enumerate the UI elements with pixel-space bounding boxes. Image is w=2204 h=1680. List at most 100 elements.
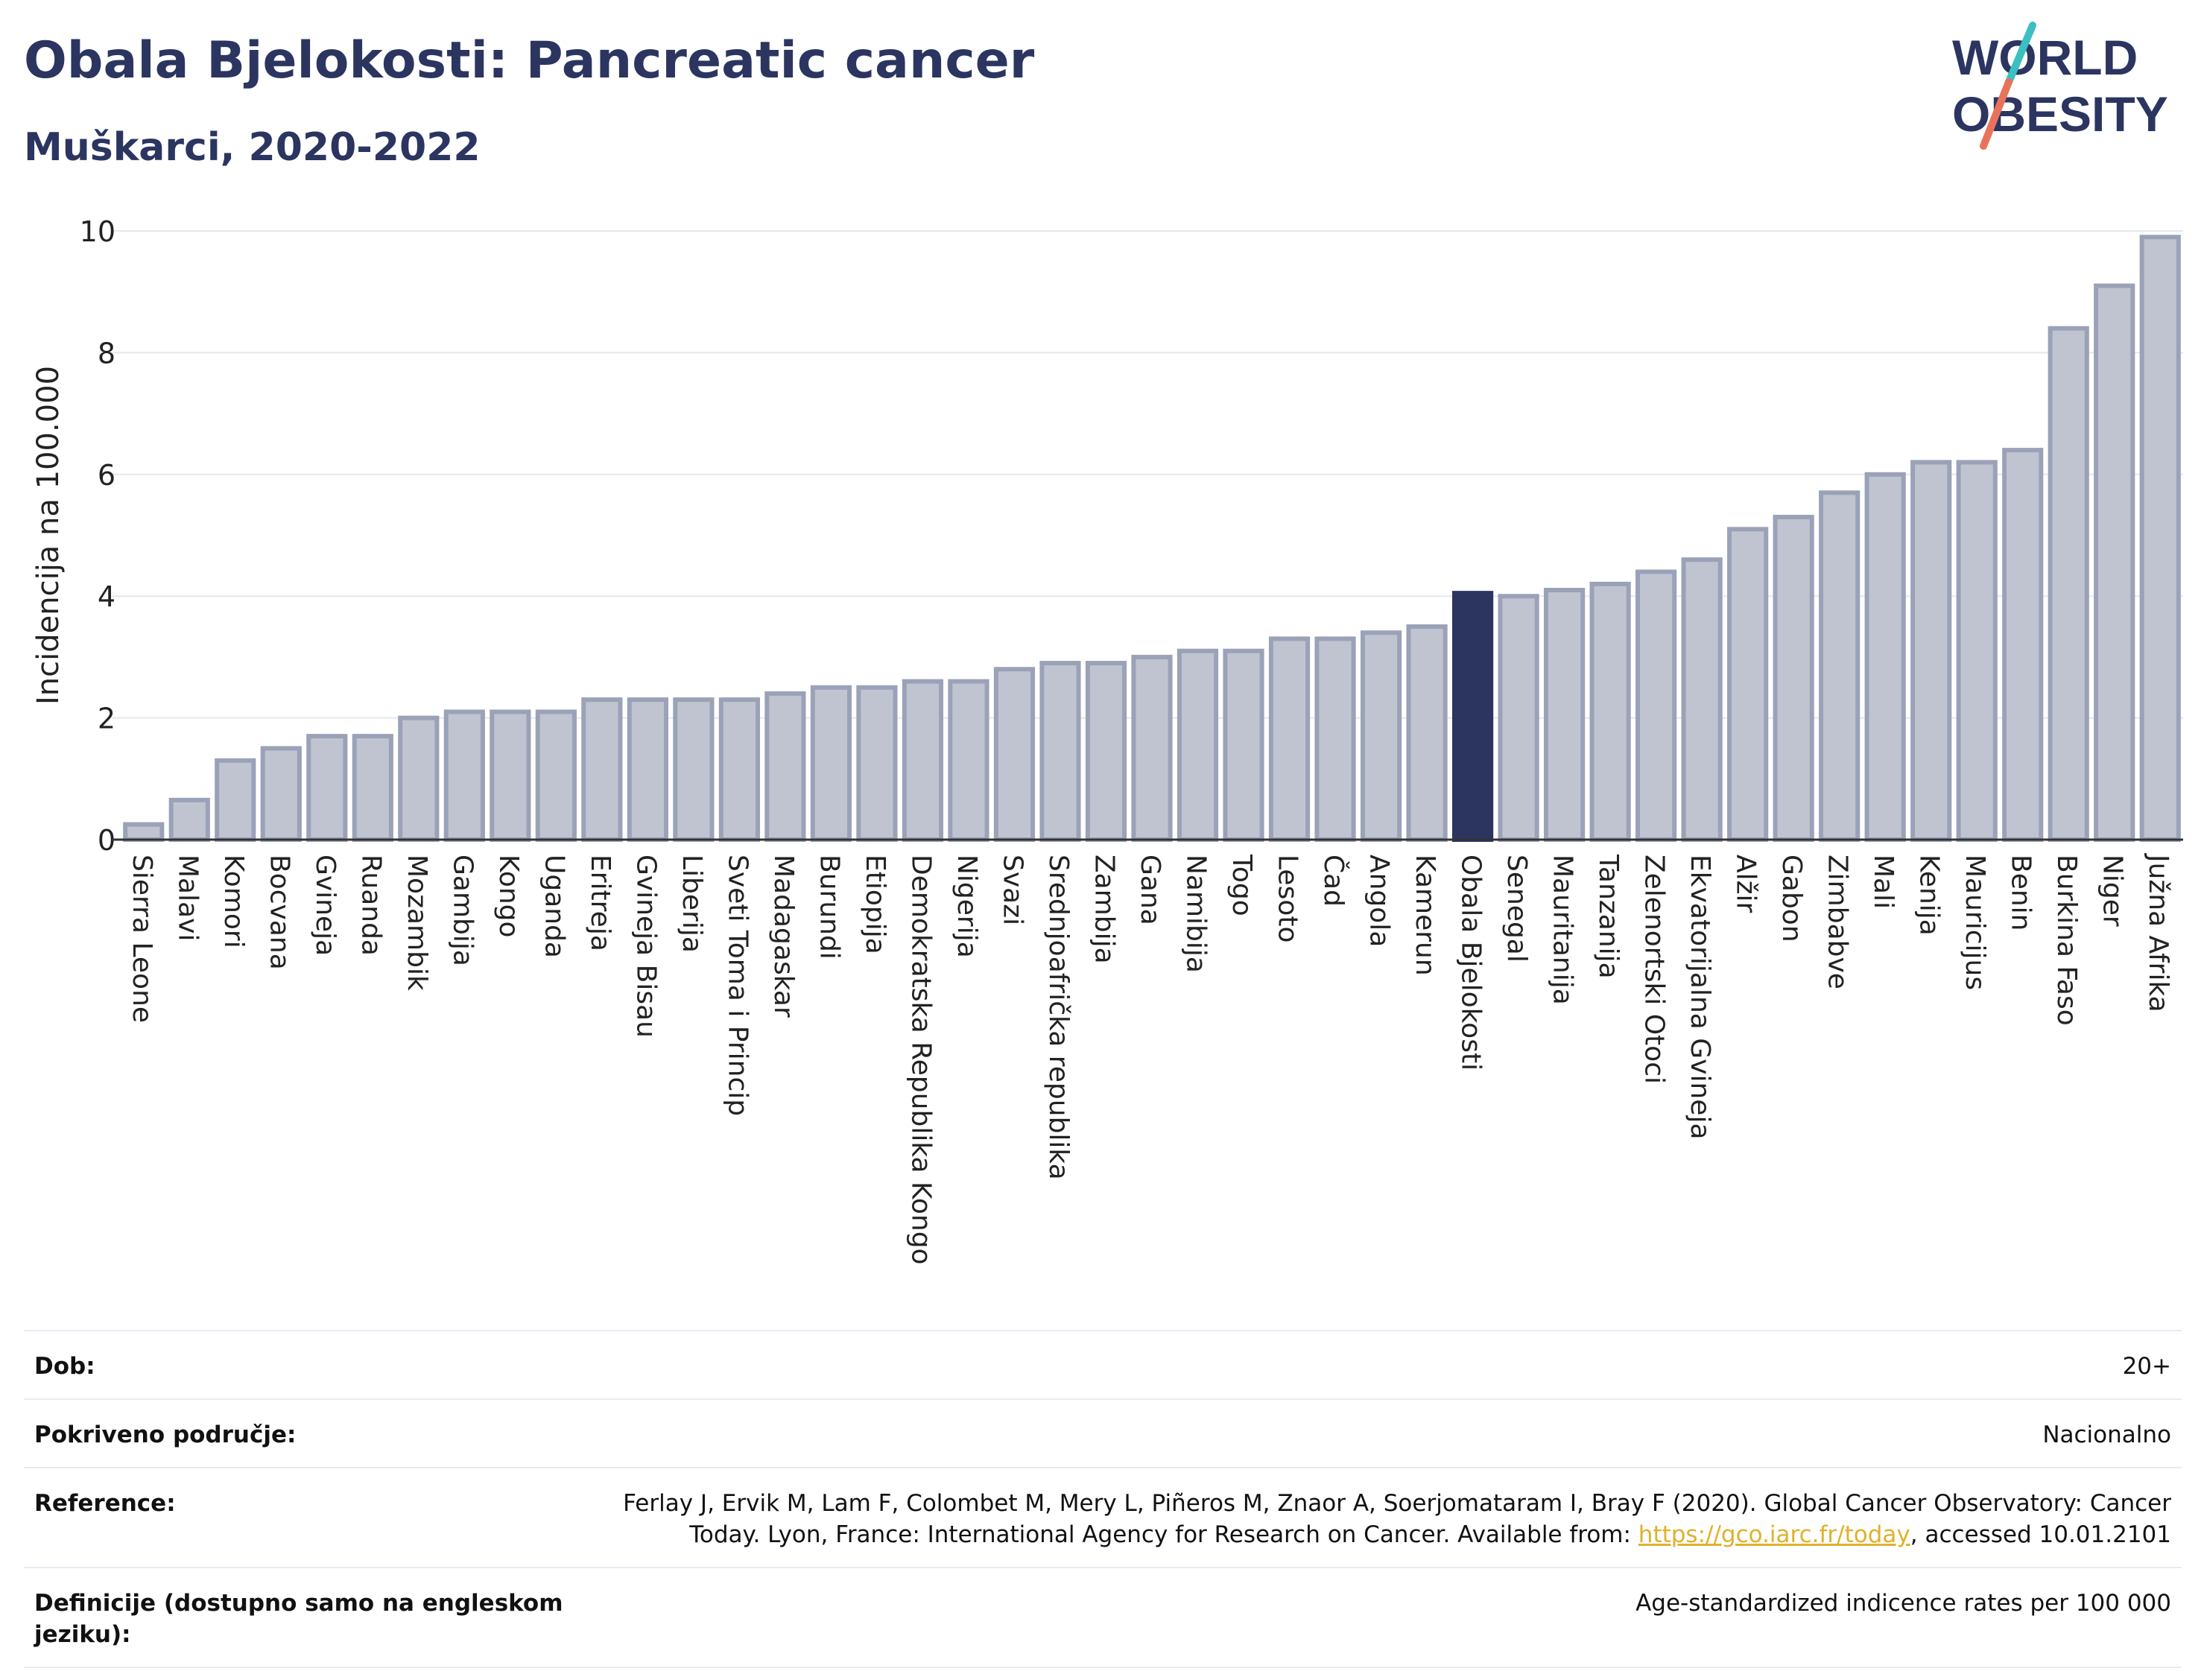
x-tick-label: Zelenortski Otoci: [1639, 855, 1670, 1084]
x-tick-label: Burundi: [814, 855, 844, 960]
x-tick-label: Kongo: [493, 855, 524, 938]
bar: [1681, 557, 1723, 842]
x-tick-label: Mauritanija: [1548, 855, 1578, 1005]
info-value-age: 20+: [2122, 1353, 2171, 1380]
x-tick-label: Sierra Leone: [127, 855, 157, 1023]
reference-text-line2: Today. Lyon, France: International Agenc…: [689, 1521, 1638, 1548]
y-tick-label: 10: [80, 215, 115, 248]
x-tick-label: Alžir: [1731, 855, 1761, 913]
x-tick-label: Gvineja Bisau: [630, 855, 661, 1038]
bar: [352, 734, 393, 842]
x-tick-label: Gana: [1135, 855, 1165, 925]
info-row-reference: Reference: Ferlay J, Ervik M, Lam F, Col…: [24, 1467, 2182, 1567]
x-tick-label: Tanzanija: [1593, 854, 1624, 979]
x-tick-label: Uganda: [539, 855, 569, 958]
bar-highlight: [1451, 591, 1494, 842]
x-tick-label: Gvineja: [310, 855, 341, 956]
bar: [168, 797, 210, 843]
bar: [1177, 648, 1219, 842]
x-tick-label: Senegal: [1501, 855, 1532, 963]
x-tick-label: Gabon: [1776, 855, 1807, 942]
bar: [1543, 588, 1586, 843]
bar: [1360, 630, 1402, 842]
bar: [1131, 654, 1173, 843]
bar: [490, 709, 531, 842]
bar: [1910, 460, 1952, 843]
x-tick-label: Kenija: [1914, 855, 1945, 936]
info-row-coverage: Pokriveno područje: Nacionalno: [24, 1398, 2182, 1467]
bar: [627, 697, 668, 843]
logo-slash-teal: [2005, 22, 2036, 86]
x-tick-label: Zimbabve: [1823, 855, 1853, 989]
bar: [306, 734, 348, 842]
bar: [948, 679, 989, 843]
x-tick-label: Lesoto: [1273, 855, 1303, 943]
x-tick-label: Ruanda: [355, 855, 386, 956]
info-row-age: Dob: 20+: [24, 1330, 2182, 1398]
page-subtitle: Muškarci, 2020-2022: [24, 125, 481, 170]
reference-text-line1: Ferlay J, Ervik M, Lam F, Colombet M, Me…: [623, 1490, 2171, 1517]
bar: [1498, 594, 1539, 842]
y-tick-label: 6: [98, 459, 115, 492]
bar: [2139, 235, 2181, 843]
x-tick-label: Angola: [1364, 855, 1395, 947]
bar: [581, 697, 623, 843]
x-tick-label: Madagaskar: [768, 855, 799, 1018]
y-tick-label: 8: [98, 337, 115, 370]
reference-link[interactable]: https://gco.iarc.fr/today: [1638, 1521, 1910, 1548]
x-tick-label: Čad: [1318, 855, 1349, 907]
bar: [2002, 448, 2044, 842]
bar: [2094, 283, 2135, 842]
x-tick-label: Niger: [2097, 855, 2128, 927]
bar: [1223, 648, 1264, 842]
y-tick-label: 4: [98, 580, 115, 613]
info-table: Dob: 20+ Pokriveno područje: Nacionalno …: [24, 1330, 2182, 1668]
x-tick-label: Malavi: [172, 855, 203, 942]
bar: [535, 709, 577, 842]
x-tick-label: Ekvatorijalna Gvineja: [1685, 855, 1715, 1140]
x-tick-label: Gambija: [447, 855, 478, 966]
bar: [1864, 472, 1906, 842]
info-label-reference: Reference:: [34, 1490, 176, 1517]
x-tick-label: Etiopija: [860, 855, 890, 954]
reference-accessed: , accessed 10.01.2101: [1910, 1521, 2171, 1548]
bar: [993, 667, 1036, 842]
x-tick-label: Eritreja: [585, 855, 615, 951]
x-tick-label: Obala Bjelokosti: [1456, 855, 1486, 1071]
bar: [2048, 326, 2089, 843]
bar: [443, 709, 485, 842]
info-value-coverage: Nacionalno: [2042, 1421, 2171, 1448]
bar: [902, 679, 944, 843]
logo-slash-coral: [1980, 78, 2013, 150]
x-tick-label: Komori: [218, 855, 249, 948]
page-title: Obala Bjelokosti: Pancreatic cancer: [24, 31, 1035, 90]
x-tick-label: Kamerun: [1410, 855, 1440, 976]
x-tick-label: Namibija: [1181, 855, 1212, 973]
x-tick-label: Mali: [1868, 855, 1899, 909]
bar: [764, 691, 806, 842]
x-tick-label: Demokratska Republika Kongo: [905, 855, 936, 1265]
x-tick-label: Benin: [2006, 855, 2036, 931]
info-label-age: Dob:: [34, 1353, 95, 1380]
bar: [1635, 569, 1677, 843]
bar: [810, 685, 852, 842]
info-row-definitions: Definicije (dostupno samo na engleskom j…: [24, 1567, 2182, 1668]
info-value-reference: Ferlay J, Ervik M, Lam F, Colombet M, Me…: [571, 1488, 2171, 1550]
bar: [1406, 624, 1448, 842]
x-tick-label: Svazi: [997, 855, 1027, 925]
x-tick-label: Liberija: [677, 855, 707, 953]
world-obesity-logo: WORLD OBESITY: [1952, 22, 2168, 150]
bar: [1085, 661, 1127, 842]
bar: [856, 685, 898, 842]
x-tick-label: Južna Afrika: [2143, 853, 2173, 1012]
bar: [1268, 636, 1311, 842]
bar: [215, 758, 256, 842]
bar: [1314, 636, 1356, 842]
x-tick-label: Togo: [1226, 854, 1257, 916]
bar: [123, 822, 165, 842]
x-tick-label: Mauricijus: [1960, 855, 1990, 990]
bar: [1773, 514, 1814, 842]
x-axis-labels: Sierra Leone Malavi Komori Bocvana Gvineja Ru…: [127, 853, 2173, 1265]
